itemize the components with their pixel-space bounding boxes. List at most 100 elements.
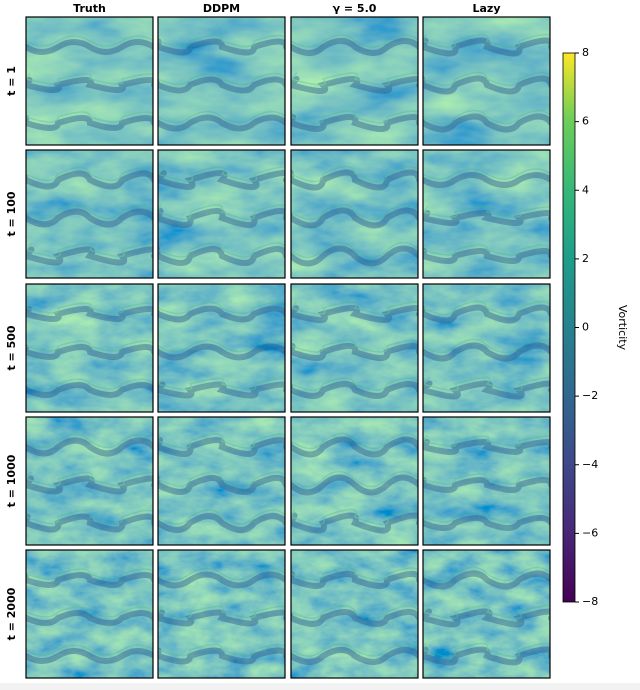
- band-light: [158, 471, 285, 487]
- band: [291, 305, 418, 323]
- band: [158, 305, 285, 323]
- band-light: [423, 566, 550, 582]
- band-light: [291, 377, 418, 391]
- panel-frame: [157, 416, 286, 546]
- band-light: [291, 72, 418, 86]
- panel-frame: [422, 549, 551, 679]
- vorticity-field: [423, 417, 550, 545]
- panel-frame: [157, 16, 286, 146]
- vorticity-field: [158, 417, 285, 545]
- band: [26, 437, 153, 457]
- band: [158, 343, 285, 361]
- panel-frame: [157, 283, 286, 413]
- band-light: [26, 111, 153, 123]
- band-light: [26, 378, 153, 390]
- band-light: [423, 71, 550, 87]
- band: [423, 646, 550, 666]
- column-header: DDPM: [203, 2, 240, 15]
- band-light: [291, 203, 418, 221]
- vorticity-field: [26, 150, 153, 278]
- vorticity-field: [423, 17, 550, 145]
- vortex-bands: [423, 300, 550, 400]
- band: [158, 246, 285, 266]
- band: [26, 246, 153, 266]
- panel-frame: [290, 416, 419, 546]
- band-light: [291, 301, 418, 315]
- column-header: Truth: [73, 2, 106, 15]
- band-light: [423, 604, 550, 620]
- vorticity-field: [158, 284, 285, 412]
- panel-frame: [157, 549, 286, 679]
- panel-frame: [25, 283, 154, 413]
- band-light: [423, 109, 550, 125]
- band: [26, 39, 153, 55]
- band-light: [423, 206, 550, 218]
- band-light: [291, 605, 418, 619]
- band-light: [158, 605, 285, 619]
- band-light: [26, 302, 153, 314]
- vorticity-field: [291, 550, 418, 678]
- vortex-bands: [423, 435, 550, 531]
- band: [26, 382, 153, 398]
- band-light: [26, 73, 153, 85]
- band-light: [423, 33, 550, 49]
- band: [423, 304, 550, 324]
- band: [291, 381, 418, 399]
- band: [291, 647, 418, 665]
- row-label: t = 100: [5, 191, 18, 236]
- vortex-bands: [158, 166, 285, 266]
- band: [158, 475, 285, 495]
- vortex-bands: [26, 166, 153, 266]
- vortex-bands: [291, 165, 418, 267]
- vorticity-field: [26, 550, 153, 678]
- vorticity-field: [26, 417, 153, 545]
- band-light: [423, 300, 550, 316]
- panel-frame: [422, 16, 551, 146]
- band-light: [291, 643, 418, 657]
- band: [26, 475, 153, 495]
- colorbar-tick-label: −8: [582, 595, 598, 608]
- band: [423, 75, 550, 95]
- vortex-bands: [291, 301, 418, 399]
- band: [158, 609, 285, 627]
- band: [158, 513, 285, 533]
- band: [423, 210, 550, 226]
- band: [291, 76, 418, 94]
- vortex-bands: [26, 35, 153, 131]
- vortex-bands: [291, 432, 418, 534]
- band-light: [26, 242, 153, 258]
- vorticity-field: [423, 150, 550, 278]
- panel-frame: [25, 416, 154, 546]
- colorbar-tick-label: −6: [582, 526, 598, 539]
- vorticity-field: [291, 284, 418, 412]
- panel-frame: [422, 416, 551, 546]
- panel-frame: [290, 149, 419, 279]
- vorticity-field: [158, 17, 285, 145]
- band-light: [158, 242, 285, 258]
- panel-frame: [422, 283, 551, 413]
- band: [291, 169, 418, 191]
- band-light: [26, 433, 153, 449]
- band: [291, 609, 418, 627]
- vorticity-field: [158, 150, 285, 278]
- vorticity-field: [158, 550, 285, 678]
- band-light: [158, 72, 285, 86]
- band: [26, 208, 153, 228]
- vorticity-field: [291, 150, 418, 278]
- row-label: t = 1: [5, 66, 18, 96]
- band-light: [26, 340, 153, 352]
- vortex-bands: [423, 33, 550, 133]
- band: [158, 381, 285, 399]
- band-light: [158, 301, 285, 315]
- vorticity-field: [423, 550, 550, 678]
- band-light: [158, 110, 285, 124]
- band: [423, 608, 550, 628]
- band: [26, 115, 153, 131]
- band-light: [291, 165, 418, 183]
- row-label: t = 1000: [5, 454, 18, 507]
- band: [423, 37, 550, 57]
- band: [423, 172, 550, 188]
- band: [423, 439, 550, 455]
- colorbar-tick-label: 6: [582, 115, 589, 128]
- band: [158, 208, 285, 228]
